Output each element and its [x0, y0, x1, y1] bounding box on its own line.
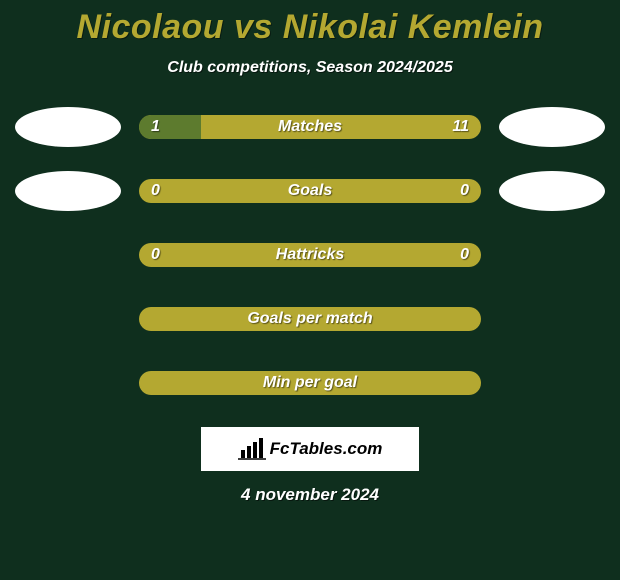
logo-text: FcTables.com: [270, 439, 383, 459]
avatar-right: [499, 107, 605, 147]
stat-value-left: 0: [151, 246, 160, 264]
avatar-placeholder: [15, 363, 121, 403]
avatar-left: [15, 107, 121, 147]
stat-label: Goals per match: [247, 310, 372, 328]
stat-value-right: 0: [460, 182, 469, 200]
avatar-placeholder: [15, 235, 121, 275]
stat-label: Matches: [278, 118, 342, 136]
stat-label: Goals: [288, 182, 332, 200]
stat-bar-wrap: Min per goal: [139, 371, 481, 395]
avatar-placeholder: [15, 299, 121, 339]
stat-row: Matches111: [0, 107, 620, 147]
stat-bar-wrap: Goals per match: [139, 307, 481, 331]
stat-bar: Min per goal: [139, 371, 481, 395]
stat-row: Hattricks 0 0: [0, 235, 620, 275]
stat-value-right: 11: [452, 118, 469, 136]
logo-box: FcTables.com: [201, 427, 419, 471]
stat-row: Min per goal: [0, 363, 620, 403]
comparison-infographic: Nicolaou vs Nikolai Kemlein Club competi…: [0, 0, 620, 505]
stat-bar-wrap: Hattricks 0 0: [139, 243, 481, 267]
stat-value-left: 0: [151, 182, 160, 200]
stat-label: Hattricks: [276, 246, 344, 264]
stat-value-left: 1: [151, 118, 160, 136]
stat-bar-wrap: Goals 0 0: [139, 179, 481, 203]
bars-chart-icon: [238, 438, 266, 460]
stat-bar: Goals 0 0: [139, 179, 481, 203]
stat-row: Goals per match: [0, 299, 620, 339]
subtitle: Club competitions, Season 2024/2025: [0, 59, 620, 77]
stat-bar: Hattricks 0 0: [139, 243, 481, 267]
page-title: Nicolaou vs Nikolai Kemlein: [0, 8, 620, 47]
avatar-right: [499, 171, 605, 211]
stat-bar: Goals per match: [139, 307, 481, 331]
avatar-placeholder: [499, 235, 605, 275]
avatar-left: [15, 171, 121, 211]
date-text: 4 november 2024: [0, 485, 620, 505]
logo-inner: FcTables.com: [238, 438, 383, 460]
stat-bar-wrap: Matches111: [139, 115, 481, 139]
avatar-placeholder: [499, 299, 605, 339]
stat-bar-left-fill: [139, 115, 201, 139]
stat-bar: Matches111: [139, 115, 481, 139]
stat-label: Min per goal: [263, 374, 357, 392]
stat-value-right: 0: [460, 246, 469, 264]
stat-row: Goals 0 0: [0, 171, 620, 211]
avatar-placeholder: [499, 363, 605, 403]
stat-rows: Matches111Goals00Hattricks00Goals per ma…: [0, 107, 620, 403]
